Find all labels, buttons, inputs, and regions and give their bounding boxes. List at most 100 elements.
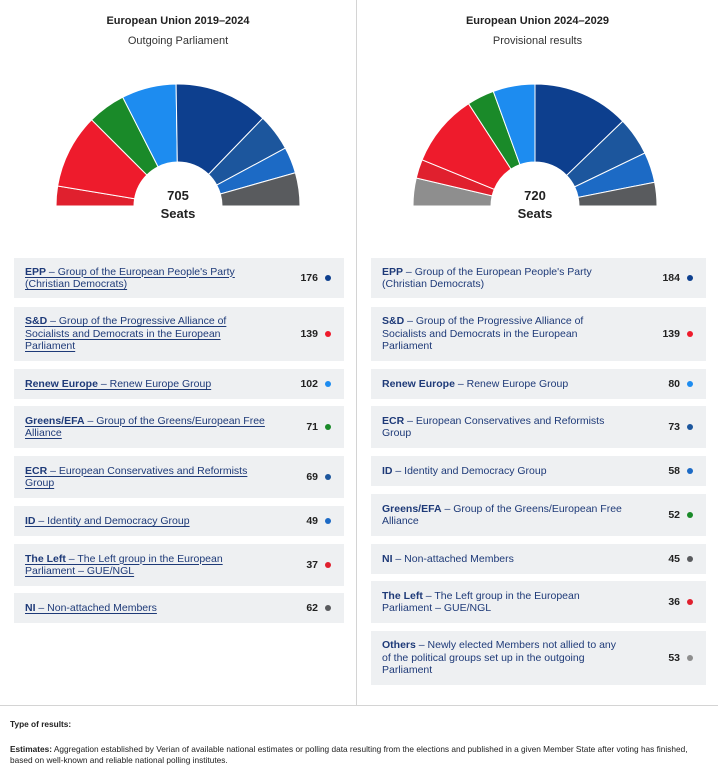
group-color-dot [325,424,331,430]
group-abbreviation: EPP [382,265,404,278]
group-link[interactable]: Greens/EFA – Group of the Greens/Europea… [382,494,622,536]
group-abbreviation: S&D [25,315,48,328]
group-link[interactable]: Renew Europe – Renew Europe Group [382,369,622,399]
group-abbreviation: EPP [25,265,47,278]
group-text: EPP – Group of the European People's Par… [25,266,265,291]
estimates-note: Estimates: Aggregation established by Ve… [10,744,710,766]
group-color-dot [325,381,331,387]
group-text: The Left – The Left group in the Europea… [382,590,622,615]
panel-title: European Union 2019–2024 [106,15,250,27]
group-row-ni[interactable]: NI – Non-attached Members 62 [14,593,344,623]
group-row-renew-europe[interactable]: Renew Europe – Renew Europe Group 80 [371,369,706,399]
group-row-greens-efa[interactable]: Greens/EFA – Group of the Greens/Europea… [14,406,344,448]
panel-2024-2029: European Union 2024–2029 Provisional res… [356,0,718,706]
estimates-text: Aggregation established by Verian of ava… [10,744,688,765]
group-link[interactable]: Renew Europe – Renew Europe Group [25,369,265,399]
group-row-greens-efa[interactable]: Greens/EFA – Group of the Greens/Europea… [371,494,706,536]
group-text: ID – Identity and Democracy Group [382,465,547,478]
group-link[interactable]: ECR – European Conservatives and Reformi… [382,406,622,448]
seat-count: 36 [668,596,680,608]
hemicycle-segment-ni [577,181,658,207]
group-name: – Group of the Progressive Alliance of S… [25,315,227,353]
group-name: – Non-attached Members [392,552,514,565]
group-link[interactable]: Greens/EFA – Group of the Greens/Europea… [25,406,265,448]
group-text: S&D – Group of the Progressive Alliance … [25,315,265,353]
group-link[interactable]: NI – Non-attached Members [25,593,265,623]
results-container: European Union 2019–2024 Outgoing Parlia… [0,0,718,706]
group-name: – Newly elected Members not allied to an… [382,639,617,677]
group-name: – Identity and Democracy Group [35,514,190,527]
group-link[interactable]: EPP – Group of the European People's Par… [382,258,622,298]
group-color-dot [687,424,693,430]
group-abbreviation: NI [382,552,393,565]
group-text: ID – Identity and Democracy Group [25,515,190,528]
group-color-dot [325,518,331,524]
group-color-dot [687,655,693,661]
group-abbreviation: ECR [25,464,48,477]
group-name: – Renew Europe Group [97,377,212,390]
group-abbreviation: S&D [382,315,405,328]
group-link[interactable]: EPP – Group of the European People's Par… [25,258,265,298]
group-row-ecr[interactable]: ECR – European Conservatives and Reformi… [371,406,706,448]
group-text: EPP – Group of the European People's Par… [382,266,622,291]
total-seats-value: 720 [524,188,546,203]
group-text: Renew Europe – Renew Europe Group [382,378,568,391]
group-row-s-d[interactable]: S&D – Group of the Progressive Alliance … [14,307,344,361]
group-abbreviation: The Left [25,552,66,565]
group-abbreviation: ID [25,514,36,527]
group-color-dot [687,512,693,518]
group-link[interactable]: The Left – The Left group in the Europea… [25,544,265,586]
group-row-the-left[interactable]: The Left – The Left group in the Europea… [14,544,344,586]
group-abbreviation: Greens/EFA [25,414,85,427]
group-row-id[interactable]: ID – Identity and Democracy Group 58 [371,456,706,486]
group-row-the-left[interactable]: The Left – The Left group in the Europea… [371,581,706,623]
group-abbreviation: Greens/EFA [382,502,442,515]
group-link[interactable]: S&D – Group of the Progressive Alliance … [382,307,622,361]
group-link[interactable]: ECR – European Conservatives and Reformi… [25,456,265,498]
hemicycle-svg [55,83,301,207]
group-link[interactable]: The Left – The Left group in the Europea… [382,581,622,623]
group-abbreviation: NI [25,601,36,614]
result-type-label: Type of results: [10,719,72,729]
group-text: Renew Europe – Renew Europe Group [25,378,211,391]
seat-count: 102 [300,378,318,390]
group-row-epp[interactable]: EPP – Group of the European People's Par… [14,258,344,298]
group-text: Greens/EFA – Group of the Greens/Europea… [25,415,265,440]
group-name: – The Left group in the European Parliam… [382,589,580,615]
group-row-s-d[interactable]: S&D – Group of the Progressive Alliance … [371,307,706,361]
group-name: – The Left group in the European Parliam… [25,552,223,578]
group-link[interactable]: ID – Identity and Democracy Group [25,506,265,536]
group-color-dot [687,331,693,337]
group-link[interactable]: S&D – Group of the Progressive Alliance … [25,307,265,361]
seat-count: 62 [306,602,318,614]
group-color-dot [687,468,693,474]
seat-count: 176 [300,272,318,284]
group-text: Greens/EFA – Group of the Greens/Europea… [382,503,622,528]
group-text: Others – Newly elected Members not allie… [382,639,622,677]
hemicycle-chart-2024: 720 Seats [395,70,675,221]
group-row-ecr[interactable]: ECR – European Conservatives and Reformi… [14,456,344,498]
group-row-id[interactable]: ID – Identity and Democracy Group 49 [14,506,344,536]
group-row-others[interactable]: Others – Newly elected Members not allie… [371,631,706,685]
group-link[interactable]: Others – Newly elected Members not allie… [382,631,622,685]
group-row-renew-europe[interactable]: Renew Europe – Renew Europe Group 102 [14,369,344,399]
group-abbreviation: Renew Europe [25,377,98,390]
group-name: – Non-attached Members [35,601,157,614]
group-color-dot [325,474,331,480]
group-link[interactable]: NI – Non-attached Members [382,544,622,574]
group-row-epp[interactable]: EPP – Group of the European People's Par… [371,258,706,298]
panel-subtitle: Outgoing Parliament [127,35,229,47]
group-color-dot [325,562,331,568]
group-text: ECR – European Conservatives and Reformi… [382,415,622,440]
group-link[interactable]: ID – Identity and Democracy Group [382,456,622,486]
group-name: – European Conservatives and Reformists … [382,414,605,440]
group-row-ni[interactable]: NI – Non-attached Members 45 [371,544,706,574]
group-text: The Left – The Left group in the Europea… [25,553,265,578]
group-name: – Identity and Democracy Group [392,464,547,477]
group-text: S&D – Group of the Progressive Alliance … [382,315,622,353]
group-color-dot [687,556,693,562]
group-color-dot [687,381,693,387]
seat-count: 139 [300,328,318,340]
group-text: NI – Non-attached Members [382,553,514,566]
total-seats-label: Seats [160,206,196,221]
